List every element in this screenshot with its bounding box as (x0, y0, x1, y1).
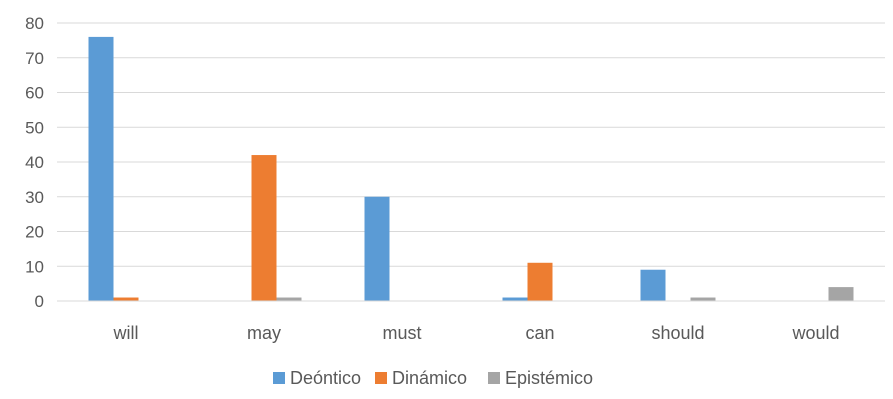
legend-label: Deóntico (290, 368, 361, 388)
gridlines (57, 22, 885, 267)
legend-swatch (375, 372, 387, 384)
x-tick-label: can (525, 323, 554, 343)
bar-must-Deóntico (364, 196, 390, 301)
bars (88, 36, 854, 302)
y-tick-label: 70 (25, 49, 44, 68)
bar-can-Dinámico (527, 262, 553, 301)
bar-can-Deóntico (502, 297, 528, 301)
bar-may-Dinámico (251, 155, 277, 301)
bar-should-Epistémico (690, 297, 716, 301)
bar-may-Epistémico (276, 297, 302, 301)
bar-should-Deóntico (640, 269, 666, 301)
y-tick-label: 20 (25, 223, 44, 242)
x-tick-label: would (791, 323, 839, 343)
y-tick-label: 10 (25, 257, 44, 276)
x-tick-label: should (651, 323, 704, 343)
x-tick-label: must (382, 323, 421, 343)
legend-swatch (488, 372, 500, 384)
bar-will-Deóntico (88, 36, 114, 302)
x-axis-tick-labels: will may must can should would (113, 323, 840, 343)
y-tick-label: 50 (25, 118, 44, 137)
y-tick-label: 80 (25, 14, 44, 33)
x-tick-label: may (247, 323, 281, 343)
y-axis-tick-labels: 0 10 20 30 40 50 60 70 80 (25, 14, 44, 311)
legend-label: Dinámico (392, 368, 467, 388)
y-tick-label: 60 (25, 84, 44, 103)
legend-label: Epistémico (505, 368, 593, 388)
x-tick-label: will (113, 323, 139, 343)
bar-will-Dinámico (113, 297, 139, 301)
y-tick-label: 30 (25, 188, 44, 207)
legend-swatch (273, 372, 285, 384)
legend: Deóntico Dinámico Epistémico (273, 368, 593, 388)
bar-would-Epistémico (828, 287, 854, 301)
y-tick-label: 40 (25, 153, 44, 172)
y-tick-label: 0 (35, 292, 44, 311)
